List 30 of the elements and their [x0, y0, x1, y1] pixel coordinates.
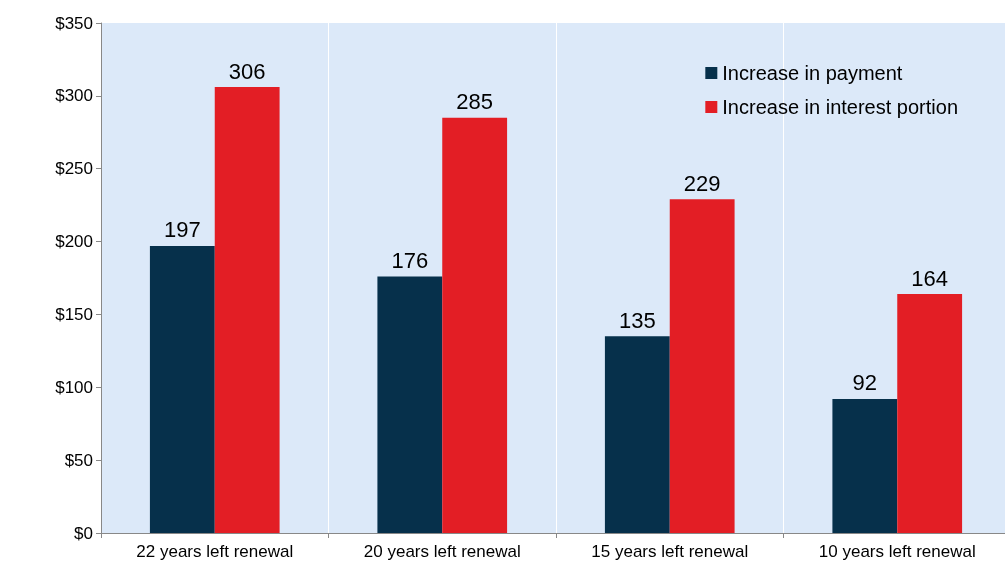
bar — [377, 276, 443, 533]
bar — [149, 245, 215, 533]
y-tick-label: $300 — [55, 86, 93, 106]
y-tick-label: $200 — [55, 232, 93, 252]
x-tick-label: 15 years left renewal — [591, 542, 749, 561]
x-tick-label: 20 years left renewal — [363, 542, 521, 561]
legend-label: Increase in interest portion — [722, 96, 958, 118]
x-tick-label: 22 years left renewal — [136, 542, 294, 561]
data-label: 176 — [391, 248, 429, 274]
data-label: 285 — [456, 89, 494, 115]
y-tick-label: $0 — [74, 523, 93, 543]
y-tick-label: $250 — [55, 159, 93, 179]
y-tick-label: $150 — [55, 304, 93, 324]
data-label: 306 — [228, 58, 266, 84]
data-label: 135 — [618, 307, 656, 333]
bar — [214, 87, 280, 533]
data-label: 164 — [911, 265, 949, 291]
bar — [897, 294, 963, 533]
bar — [669, 199, 735, 533]
y-tick-label: $100 — [55, 377, 93, 397]
bar — [832, 398, 898, 533]
y-tick-label: $50 — [64, 450, 93, 470]
data-label: 229 — [683, 170, 721, 196]
bar — [442, 117, 508, 533]
bar — [604, 336, 670, 533]
x-tick-label: 10 years left renewal — [818, 542, 976, 561]
legend-label: Increase in payment — [722, 62, 903, 84]
data-label: 197 — [163, 217, 201, 243]
y-tick-label: $350 — [55, 13, 93, 33]
data-label: 92 — [852, 370, 878, 396]
